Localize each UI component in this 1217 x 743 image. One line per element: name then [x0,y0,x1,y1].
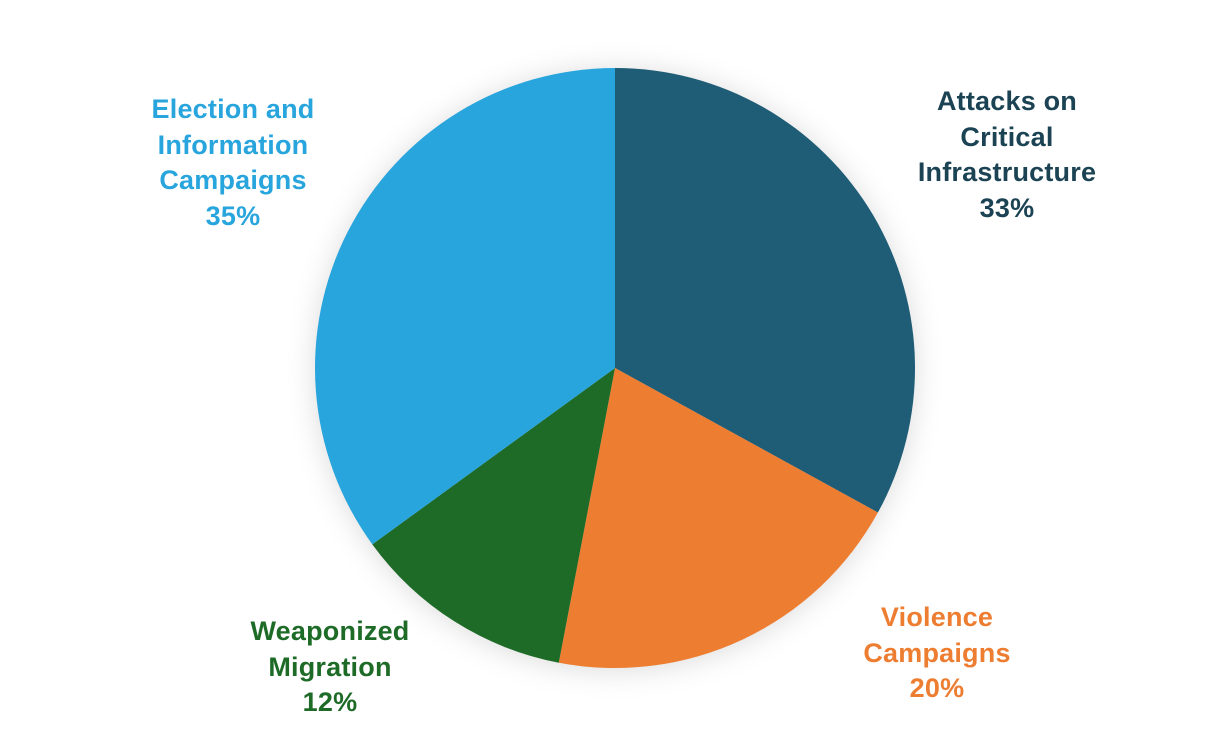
slice-label-weaponized-migration: Weaponized Migration 12% [250,616,410,718]
pie-slice-violence-campaigns [558,368,878,669]
pie-slice-weaponized-migration [372,368,615,663]
pie-slice-attacks-on-critical-infrastructure [615,68,916,513]
pie-slice-election-and-information-campaigns [314,68,615,545]
slice-label-election-and-information-campaigns: Election and Information Campaigns 35% [151,94,315,231]
slice-label-attacks-on-critical-infrastructure: Attacks on Critical Infrastructure 33% [917,86,1097,223]
slice-label-violence-campaigns: Violence Campaigns 20% [863,602,1011,704]
